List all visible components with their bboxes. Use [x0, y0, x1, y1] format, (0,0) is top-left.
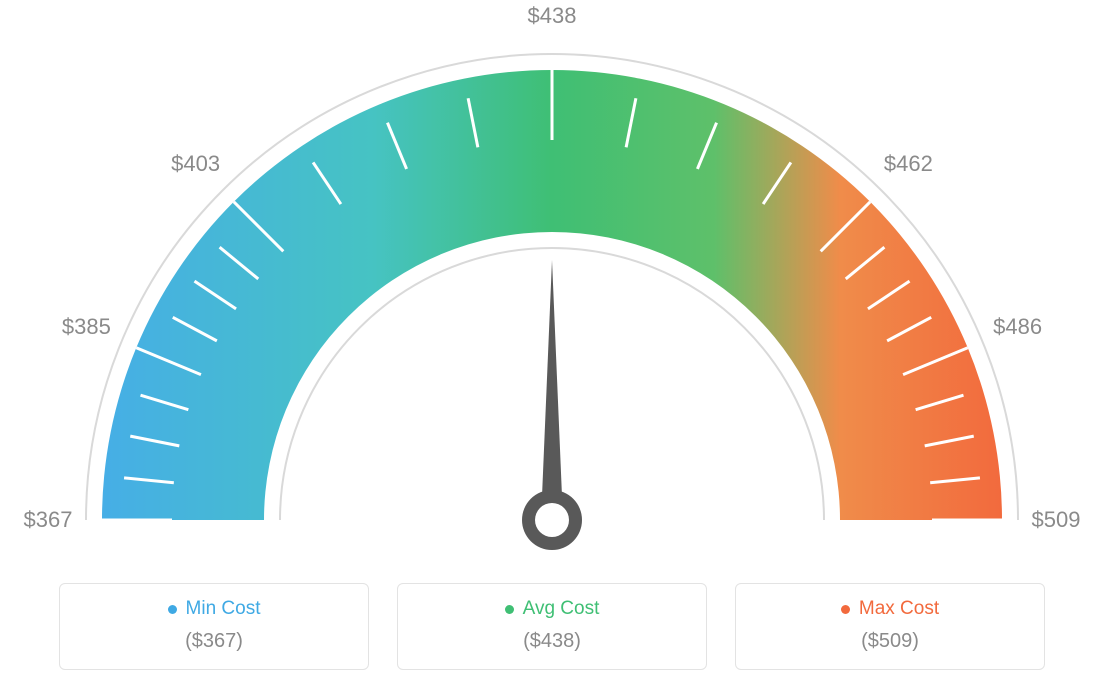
gauge-tick-label: $385	[62, 314, 111, 340]
legend-value: ($438)	[398, 630, 706, 653]
legend-value: ($509)	[736, 630, 1044, 653]
legend-dot-icon	[841, 605, 850, 614]
gauge-chart: $367 $385 $403 $438 $462 $486 $509	[0, 0, 1104, 570]
legend-title: Avg Cost	[505, 598, 600, 620]
legend-label: Max Cost	[859, 598, 939, 620]
legend-card: Avg Cost ($438)	[397, 583, 707, 670]
legend-row: Min Cost ($367) Avg Cost ($438) Max Cost ($50…	[0, 583, 1104, 670]
gauge-tick-label: $486	[993, 314, 1042, 340]
gauge-tick-label: $367	[24, 507, 73, 533]
legend-dot-icon	[505, 605, 514, 614]
gauge-needle-hub-hole	[535, 503, 569, 537]
gauge-tick-label: $462	[884, 151, 933, 177]
legend-title: Max Cost	[841, 598, 939, 620]
gauge-tick-label: $403	[171, 151, 220, 177]
gauge-tick-label: $509	[1032, 507, 1081, 533]
legend-label: Min Cost	[186, 598, 261, 620]
legend-card: Min Cost ($367)	[59, 583, 369, 670]
legend-label: Avg Cost	[523, 598, 600, 620]
legend-value: ($367)	[60, 630, 368, 653]
legend-dot-icon	[168, 605, 177, 614]
gauge-svg	[0, 10, 1104, 580]
gauge-needle	[541, 260, 563, 520]
gauge-tick-label: $438	[528, 3, 577, 29]
legend-title: Min Cost	[168, 598, 261, 620]
legend-card: Max Cost ($509)	[735, 583, 1045, 670]
